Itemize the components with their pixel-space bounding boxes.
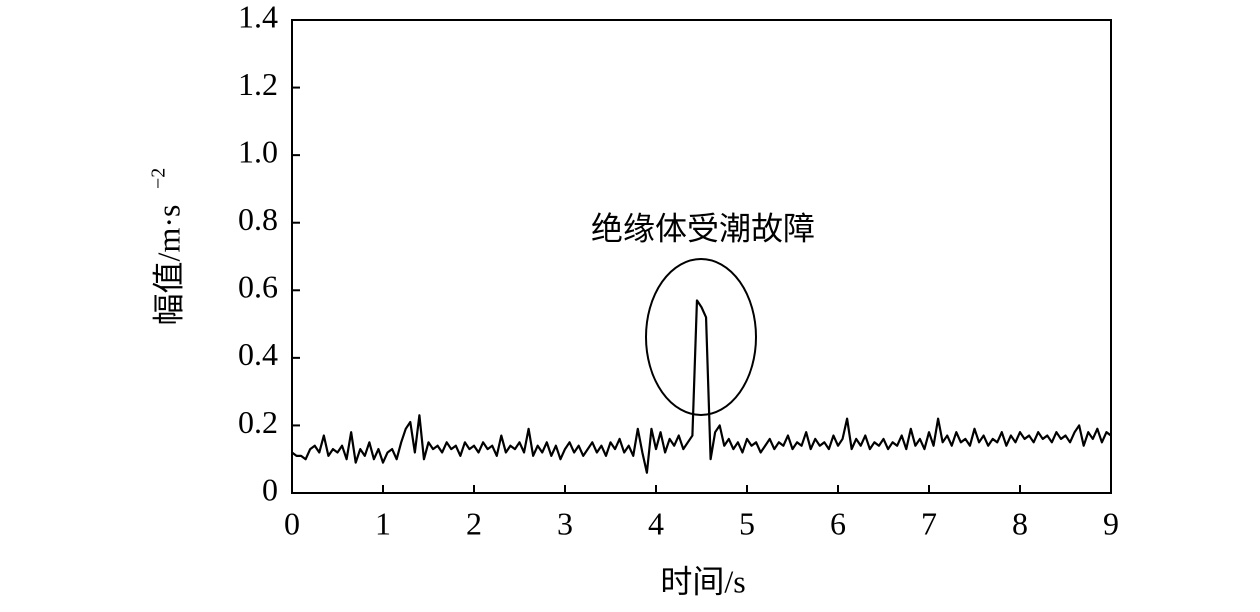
x-tick-label: 2 bbox=[466, 505, 482, 541]
x-axis-label: 时间/s bbox=[660, 563, 745, 599]
x-tick-label: 3 bbox=[557, 505, 573, 541]
y-tick-label: 1.4 bbox=[238, 0, 278, 34]
y-tick-label: 0 bbox=[262, 471, 278, 507]
data-line bbox=[291, 299, 1112, 474]
y-tick-label: 0.4 bbox=[238, 336, 278, 372]
y-axis-label-text: 幅值/m·s bbox=[150, 205, 186, 326]
y-tick-label: 0.2 bbox=[238, 404, 278, 440]
x-tick-label: 8 bbox=[1012, 505, 1028, 541]
y-tick-label: 0.8 bbox=[238, 201, 278, 237]
annotation-ellipse bbox=[645, 258, 757, 416]
x-tick-label: 0 bbox=[284, 505, 300, 541]
x-tick-label: 1 bbox=[375, 505, 391, 541]
y-axis-label-superscript: −2 bbox=[148, 168, 170, 189]
x-tick-label: 9 bbox=[1103, 505, 1119, 541]
x-tick-label: 7 bbox=[921, 505, 937, 541]
x-tick-label: 6 bbox=[830, 505, 846, 541]
x-tick-label: 4 bbox=[648, 505, 664, 541]
y-axis-label: 幅值/m·s −2 bbox=[148, 168, 187, 326]
x-tick-label: 5 bbox=[739, 505, 755, 541]
annotation: 绝缘体受潮故障 bbox=[591, 210, 815, 246]
y-tick-label: 1.2 bbox=[238, 66, 278, 102]
y-tick-label: 0.6 bbox=[238, 269, 278, 305]
plot-frame bbox=[291, 19, 1112, 494]
y-tick-label: 1.0 bbox=[238, 133, 278, 169]
